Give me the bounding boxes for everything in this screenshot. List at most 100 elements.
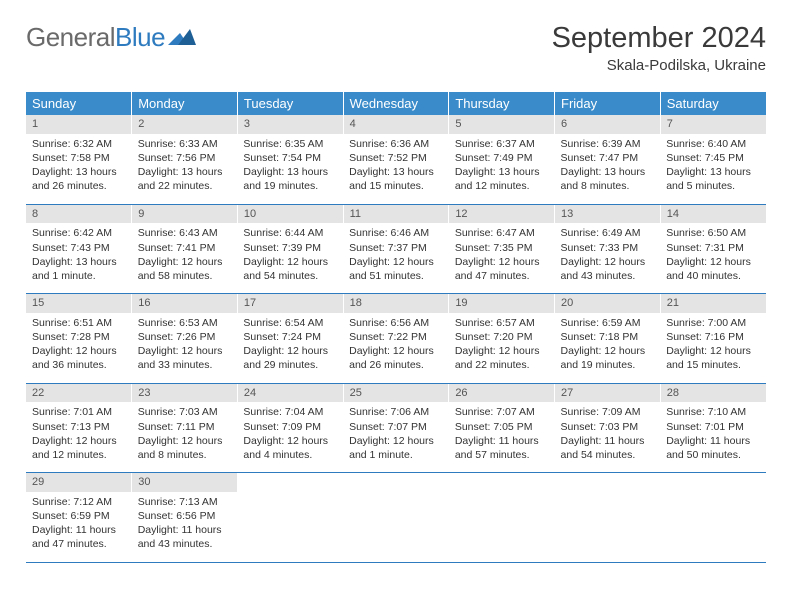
daylight-line-2: and 33 minutes. [138, 358, 232, 372]
day-number-cell [660, 473, 766, 492]
sunset-line: Sunset: 7:09 PM [243, 420, 337, 434]
day-info-cell [449, 492, 555, 562]
daylight-line: Daylight: 12 hours [32, 344, 126, 358]
daylight-line-2: and 54 minutes. [561, 448, 655, 462]
day-number-cell: 19 [449, 294, 555, 313]
sunset-line: Sunset: 7:22 PM [349, 330, 443, 344]
sunrise-line: Sunrise: 6:56 AM [349, 316, 443, 330]
daylight-line: Daylight: 13 hours [455, 165, 549, 179]
day-number-cell: 22 [26, 383, 132, 402]
sunrise-line: Sunrise: 7:09 AM [561, 405, 655, 419]
sunrise-line: Sunrise: 6:57 AM [455, 316, 549, 330]
sunset-line: Sunset: 7:01 PM [666, 420, 760, 434]
day-number-cell: 6 [555, 115, 661, 134]
daylight-line: Daylight: 12 hours [349, 344, 443, 358]
day-number-cell: 15 [26, 294, 132, 313]
sunrise-line: Sunrise: 6:36 AM [349, 137, 443, 151]
daylight-line-2: and 15 minutes. [666, 358, 760, 372]
daylight-line: Daylight: 12 hours [561, 255, 655, 269]
sunset-line: Sunset: 7:16 PM [666, 330, 760, 344]
sunset-line: Sunset: 6:59 PM [32, 509, 126, 523]
sunset-line: Sunset: 7:47 PM [561, 151, 655, 165]
daylight-line-2: and 1 minute. [349, 448, 443, 462]
daylight-line: Daylight: 13 hours [32, 255, 126, 269]
daylight-line-2: and 8 minutes. [561, 179, 655, 193]
day-info-cell: Sunrise: 7:06 AMSunset: 7:07 PMDaylight:… [343, 402, 449, 472]
sunrise-line: Sunrise: 7:04 AM [243, 405, 337, 419]
sunrise-line: Sunrise: 6:39 AM [561, 137, 655, 151]
daylight-line-2: and 12 minutes. [455, 179, 549, 193]
daylight-line: Daylight: 12 hours [138, 344, 232, 358]
sunset-line: Sunset: 7:58 PM [32, 151, 126, 165]
sunset-line: Sunset: 7:13 PM [32, 420, 126, 434]
sunset-line: Sunset: 7:39 PM [243, 241, 337, 255]
sunrise-line: Sunrise: 6:47 AM [455, 226, 549, 240]
day-number-cell: 26 [449, 383, 555, 402]
day-number-cell: 13 [555, 204, 661, 223]
daylight-line: Daylight: 12 hours [349, 255, 443, 269]
day-info-cell: Sunrise: 7:13 AMSunset: 6:56 PMDaylight:… [132, 492, 238, 562]
sunrise-line: Sunrise: 6:32 AM [32, 137, 126, 151]
day-info-cell: Sunrise: 6:57 AMSunset: 7:20 PMDaylight:… [449, 313, 555, 383]
sunrise-line: Sunrise: 7:06 AM [349, 405, 443, 419]
sunset-line: Sunset: 7:05 PM [455, 420, 549, 434]
daylight-line: Daylight: 12 hours [666, 344, 760, 358]
sunrise-line: Sunrise: 6:46 AM [349, 226, 443, 240]
day-number-cell: 5 [449, 115, 555, 134]
day-number-cell: 30 [132, 473, 238, 492]
day-number-cell: 23 [132, 383, 238, 402]
sunrise-line: Sunrise: 6:50 AM [666, 226, 760, 240]
page-header: GeneralBlue September 2024 Skala-Podilsk… [26, 22, 766, 74]
day-info-cell: Sunrise: 7:01 AMSunset: 7:13 PMDaylight:… [26, 402, 132, 472]
day-info-cell [237, 492, 343, 562]
sunrise-line: Sunrise: 7:10 AM [666, 405, 760, 419]
weekday-header: Friday [555, 92, 661, 115]
daylight-line: Daylight: 13 hours [349, 165, 443, 179]
sunset-line: Sunset: 7:24 PM [243, 330, 337, 344]
sunset-line: Sunset: 7:56 PM [138, 151, 232, 165]
day-info-cell: Sunrise: 6:42 AMSunset: 7:43 PMDaylight:… [26, 223, 132, 293]
weekday-header-row: SundayMondayTuesdayWednesdayThursdayFrid… [26, 92, 766, 115]
sunrise-line: Sunrise: 7:01 AM [32, 405, 126, 419]
daylight-line: Daylight: 11 hours [561, 434, 655, 448]
sunrise-line: Sunrise: 6:59 AM [561, 316, 655, 330]
daylight-line: Daylight: 12 hours [138, 255, 232, 269]
logo-mark-icon [168, 23, 196, 54]
sunset-line: Sunset: 7:07 PM [349, 420, 443, 434]
sunset-line: Sunset: 6:56 PM [138, 509, 232, 523]
sunrise-line: Sunrise: 6:49 AM [561, 226, 655, 240]
daylight-line-2: and 15 minutes. [349, 179, 443, 193]
sunset-line: Sunset: 7:45 PM [666, 151, 760, 165]
weekday-header: Thursday [449, 92, 555, 115]
weekday-header: Saturday [660, 92, 766, 115]
day-number-cell: 1 [26, 115, 132, 134]
daylight-line-2: and 29 minutes. [243, 358, 337, 372]
sunrise-line: Sunrise: 6:33 AM [138, 137, 232, 151]
sunrise-line: Sunrise: 6:53 AM [138, 316, 232, 330]
daylight-line: Daylight: 11 hours [32, 523, 126, 537]
daylight-line-2: and 47 minutes. [32, 537, 126, 551]
day-info-cell [343, 492, 449, 562]
day-number-cell: 7 [660, 115, 766, 134]
day-number-cell: 17 [237, 294, 343, 313]
daylight-line-2: and 19 minutes. [243, 179, 337, 193]
day-info-cell [555, 492, 661, 562]
day-info-cell [660, 492, 766, 562]
daylight-line: Daylight: 13 hours [666, 165, 760, 179]
sunrise-line: Sunrise: 7:00 AM [666, 316, 760, 330]
daylight-line: Daylight: 12 hours [243, 434, 337, 448]
daylight-line-2: and 1 minute. [32, 269, 126, 283]
day-number-cell [343, 473, 449, 492]
location-label: Skala-Podilska, Ukraine [552, 57, 766, 74]
sunset-line: Sunset: 7:11 PM [138, 420, 232, 434]
day-number-cell [449, 473, 555, 492]
daylight-line-2: and 57 minutes. [455, 448, 549, 462]
daylight-line: Daylight: 11 hours [138, 523, 232, 537]
daylight-line: Daylight: 12 hours [455, 255, 549, 269]
sunrise-line: Sunrise: 6:40 AM [666, 137, 760, 151]
sunrise-line: Sunrise: 7:03 AM [138, 405, 232, 419]
sunrise-line: Sunrise: 7:12 AM [32, 495, 126, 509]
day-number-cell: 9 [132, 204, 238, 223]
day-info-cell: Sunrise: 6:46 AMSunset: 7:37 PMDaylight:… [343, 223, 449, 293]
day-info-cell: Sunrise: 6:49 AMSunset: 7:33 PMDaylight:… [555, 223, 661, 293]
